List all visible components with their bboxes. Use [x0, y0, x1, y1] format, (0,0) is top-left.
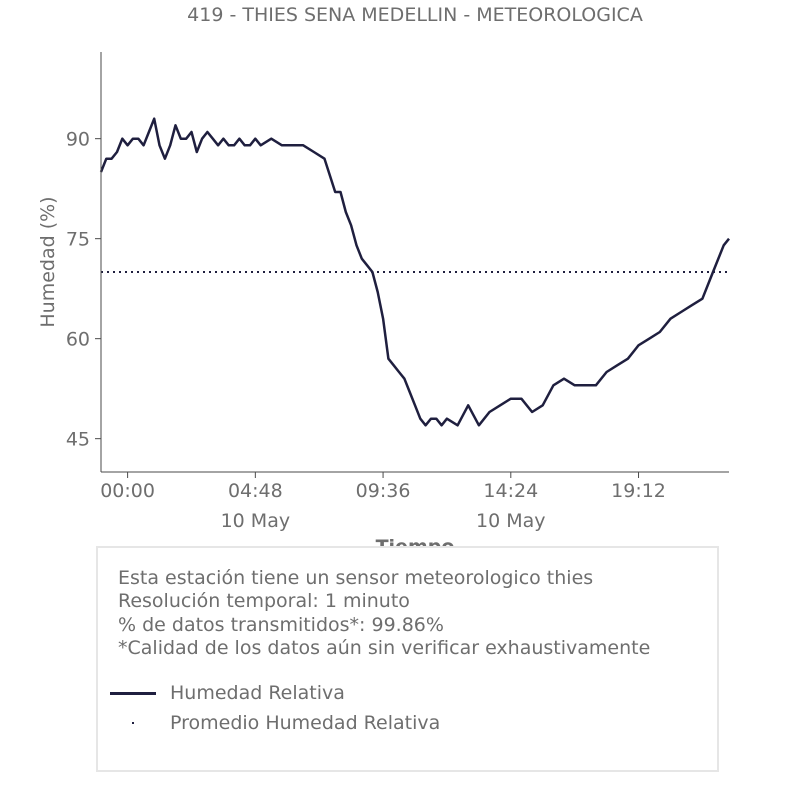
- x-tick-label: 14:24: [483, 480, 538, 502]
- legend-label: Humedad Relativa: [170, 682, 345, 704]
- legend-solid-line-swatch: [110, 681, 156, 705]
- info-line: Resolución temporal: 1 minuto: [118, 590, 410, 613]
- x-tick-date-label: 10 May: [221, 510, 291, 532]
- y-tick-label: 90: [66, 129, 90, 151]
- ticks: 45 60 75 90 00:00 04:48 10 May 09:36 14:24 10 May…: [66, 129, 666, 532]
- x-tick-label: 19:12: [611, 480, 666, 502]
- y-tick-label: 60: [66, 329, 90, 351]
- y-axis-label: Humedad (%): [37, 196, 59, 327]
- y-tick-label: 75: [66, 229, 90, 251]
- chart-title: 419 - THIES SENA MEDELLIN - METEOROLOGIC…: [187, 4, 643, 26]
- x-tick-label: 09:36: [356, 480, 411, 502]
- legend-label: Promedio Humedad Relativa: [170, 712, 441, 734]
- legend-dot-swatch: [110, 711, 156, 735]
- station-info: Esta estación tiene un sensor meteorolog…: [118, 567, 650, 661]
- legend-item-promedio: Promedio Humedad Relativa: [110, 711, 440, 735]
- info-line: % de datos transmitidos*: 99.86%: [118, 613, 444, 636]
- info-legend-box: Esta estación tiene un sensor meteorolog…: [96, 546, 719, 772]
- info-line: *Calidad de los datos aún sin verificar …: [118, 637, 651, 660]
- y-tick-label: 45: [66, 429, 90, 451]
- plot-area: [99, 117, 730, 427]
- info-line: Esta estación tiene un sensor meteorolog…: [118, 567, 594, 589]
- legend-item-humedad: Humedad Relativa: [110, 681, 345, 705]
- x-tick-label: 04:48: [228, 480, 283, 502]
- x-tick-label: 00:00: [100, 480, 155, 502]
- humidity-series-line: [99, 117, 730, 427]
- x-tick-date-label: 10 May: [476, 510, 546, 532]
- axes: [100, 52, 729, 473]
